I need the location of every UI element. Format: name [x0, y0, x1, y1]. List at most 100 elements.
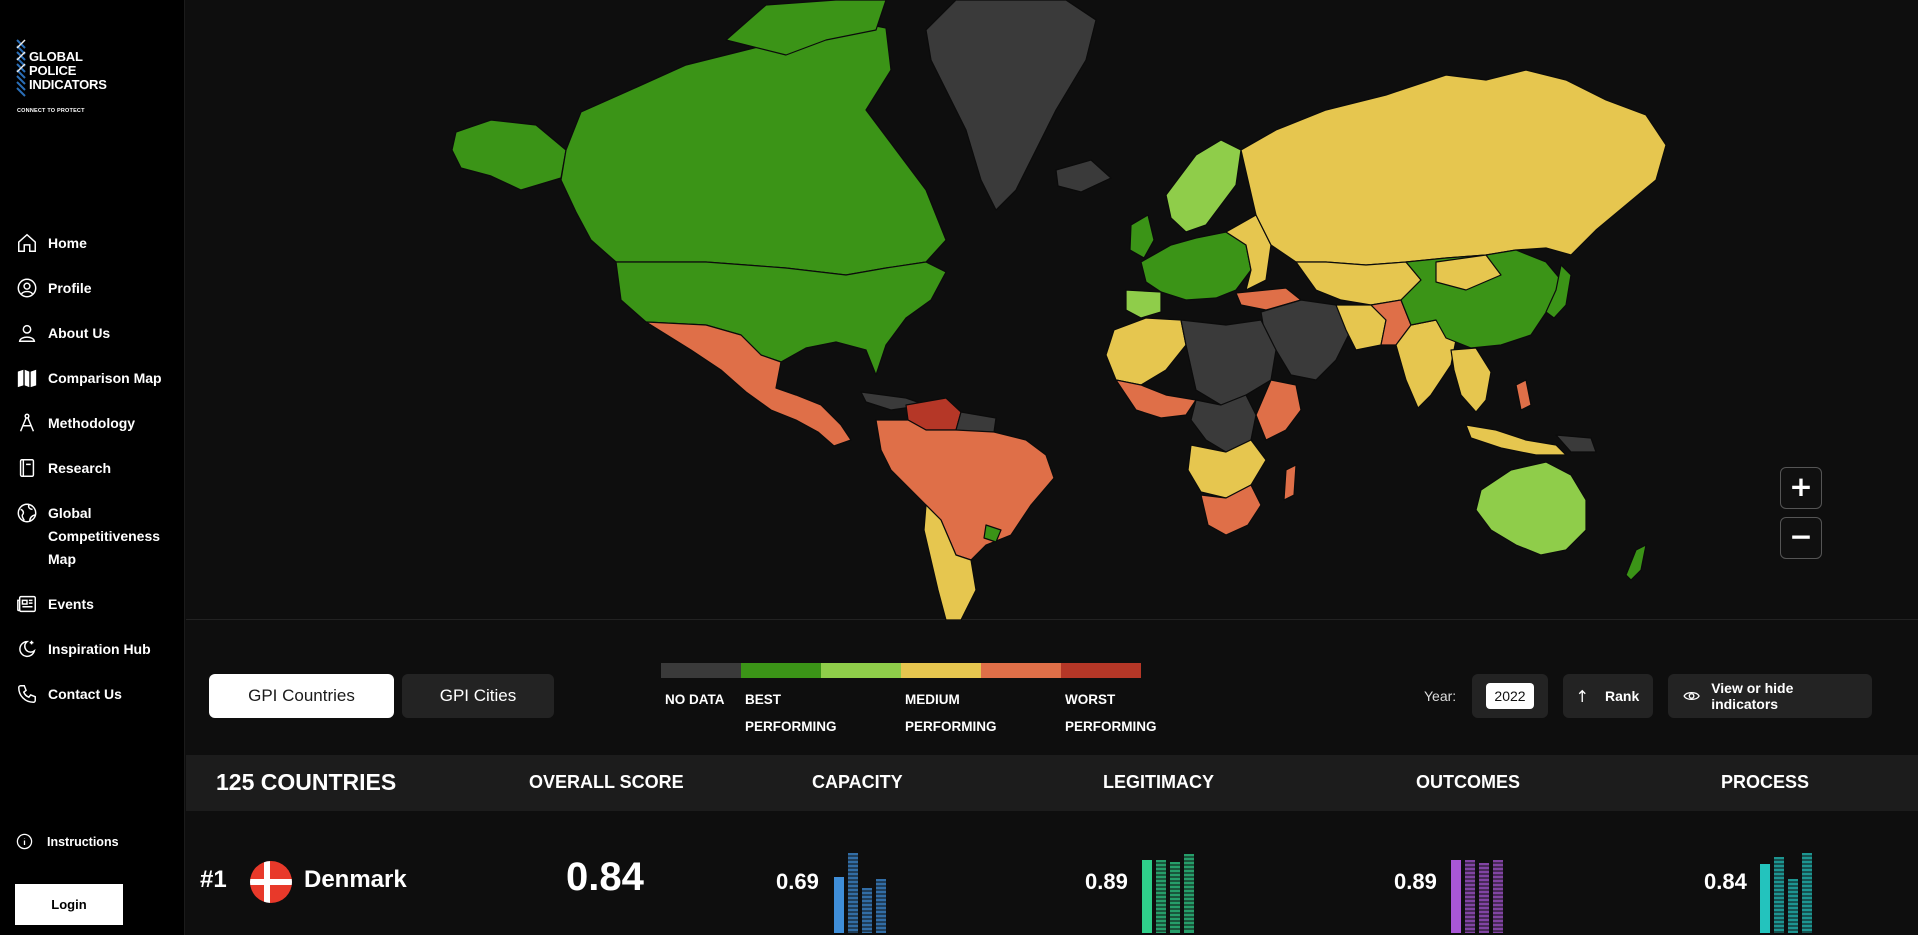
legitimacy-bars — [1142, 854, 1194, 933]
nav-label: Research — [48, 460, 112, 476]
map-region-southeast-asia — [1450, 347, 1492, 413]
table-row[interactable]: #1 Denmark 0.84 0.69 0.89 0.89 0.84 — [186, 811, 1918, 935]
nav-home[interactable]: Home — [16, 232, 181, 255]
nav-inspiration-hub[interactable]: Inspiration Hub — [16, 638, 181, 661]
phone-icon — [16, 683, 38, 705]
sidebar: GLOBAL POLICE INDICATORS CONNECT TO PROT… — [0, 0, 185, 935]
zoom-out-button[interactable]: − — [1780, 517, 1822, 559]
legend-swatch-worst — [1061, 663, 1141, 678]
legitimacy-bar — [1156, 860, 1166, 933]
year-select[interactable]: 2022 — [1472, 674, 1548, 718]
view-hide-indicators-label: View or hide indicators — [1711, 680, 1794, 712]
legend-swatch-medium — [901, 663, 981, 678]
outcomes-score: 0.89 — [1394, 869, 1437, 894]
map-region-africa-south — [1200, 484, 1262, 536]
nav-profile[interactable]: Profile — [16, 277, 181, 300]
map-region-new-zealand — [1625, 544, 1647, 581]
globe-icon — [16, 502, 38, 524]
map-region-indonesia — [1465, 424, 1567, 456]
map-region-south-america-north — [875, 419, 1055, 561]
process-bar — [1802, 853, 1812, 933]
legend-swatch-poor — [981, 663, 1061, 678]
map-region-europe-west — [1140, 231, 1252, 301]
nav-contact-us[interactable]: Contact Us — [16, 683, 181, 706]
capacity-bar — [848, 853, 858, 933]
rank-button-label: Rank — [1605, 688, 1640, 704]
process-bar — [1774, 857, 1784, 933]
process-bar — [1760, 864, 1770, 933]
sidebar-nav: Home Profile About Us Comparison Map Met… — [16, 232, 181, 728]
overall-score: 0.84 — [566, 855, 644, 899]
nav-events[interactable]: Events — [16, 593, 181, 616]
header-outcomes[interactable]: OUTCOMES — [1416, 772, 1521, 792]
map-region-png — [1555, 434, 1597, 453]
eye-icon — [1683, 691, 1700, 701]
controls-bar: GPI Countries GPI Cities NO DATA BEST PER… — [186, 621, 1918, 754]
map-region-iceland — [1055, 159, 1112, 193]
header-legitimacy[interactable]: LEGITIMACY — [1103, 772, 1214, 792]
book-icon — [16, 457, 38, 479]
capacity-bar — [834, 877, 844, 933]
nav-label: Inspiration Hub — [48, 641, 151, 657]
nav-research[interactable]: Research — [16, 457, 181, 480]
instructions-link[interactable]: Instructions — [16, 833, 119, 850]
tab-gpi-cities[interactable]: GPI Cities — [402, 674, 554, 718]
logo-text: GLOBAL POLICE INDICATORS — [29, 49, 107, 92]
legitimacy-bar — [1142, 860, 1152, 933]
map-region-alaska — [451, 119, 567, 191]
nav-label: Home — [48, 235, 87, 251]
process-score: 0.84 — [1704, 869, 1747, 894]
login-button[interactable]: Login — [15, 884, 123, 925]
rank: #1 — [200, 866, 227, 893]
legend: NO DATA BEST PERFORMING MEDIUM PERFORMING … — [661, 663, 1157, 734]
header-process[interactable]: PROCESS — [1721, 772, 1810, 792]
capacity-bars — [834, 853, 886, 933]
tab-gpi-countries[interactable]: GPI Countries — [209, 674, 394, 718]
map-region-russia — [1240, 69, 1667, 266]
outcomes-bar — [1465, 860, 1475, 933]
legend-label-nodata: NO DATA — [665, 692, 725, 707]
map-region-canada — [560, 19, 947, 276]
rank-button[interactable]: Rank — [1563, 674, 1654, 718]
year-label: Year: — [1424, 688, 1457, 704]
country-name[interactable]: Denmark — [304, 866, 407, 893]
logo-tagline: CONNECT TO PROTECT — [17, 108, 85, 114]
legend-label-best: BEST PERFORMING — [745, 692, 837, 734]
nav-methodology[interactable]: Methodology — [16, 412, 181, 435]
nav-comparison-map[interactable]: Comparison Map — [16, 367, 181, 390]
map-region-philippines — [1515, 379, 1532, 411]
map-region-madagascar — [1283, 464, 1297, 501]
nav-label: Events — [48, 596, 94, 612]
country-count: 125 COUNTRIES — [216, 769, 397, 795]
nav-label: Methodology — [48, 415, 136, 431]
map-region-scandinavia — [1165, 139, 1242, 233]
sort-arrow-icon — [1578, 689, 1586, 702]
map-region-africa-sahel — [1180, 319, 1277, 406]
legend-color-scale — [661, 663, 1141, 678]
header-overall-score[interactable]: OVERALL SCORE — [529, 772, 684, 792]
map-region-uk — [1129, 214, 1155, 259]
year-value[interactable]: 2022 — [1486, 683, 1534, 709]
info-icon — [16, 833, 33, 850]
legend-swatch-best — [741, 663, 821, 678]
outcomes-bars — [1451, 860, 1503, 933]
legitimacy-score: 0.89 — [1085, 869, 1128, 894]
nav-about-us[interactable]: About Us — [16, 322, 181, 345]
map-region-africa-west-coast — [1115, 379, 1197, 419]
nav-label: Contact Us — [48, 686, 122, 702]
table-header: 125 COUNTRIES OVERALL SCORE CAPACITY LEG… — [186, 755, 1918, 811]
map-region-usa — [615, 261, 947, 376]
map-region-africa-east — [1255, 379, 1302, 441]
denmark-flag-icon — [250, 861, 292, 903]
map-region-iberia — [1125, 289, 1162, 319]
map-canvas[interactable] — [186, 0, 1918, 621]
capacity-score: 0.69 — [776, 869, 819, 894]
header-capacity[interactable]: CAPACITY — [812, 772, 903, 792]
legend-swatch-good — [821, 663, 901, 678]
map-region-mexico — [645, 321, 852, 447]
nav-global-competitiveness-map[interactable]: Global Competitiveness Map — [16, 502, 181, 571]
view-hide-indicators-button[interactable]: View or hide indicators — [1668, 674, 1872, 718]
world-map[interactable]: + − — [186, 0, 1918, 621]
zoom-in-button[interactable]: + — [1780, 467, 1822, 509]
logo[interactable]: GLOBAL POLICE INDICATORS CONNECT TO PROT… — [15, 38, 135, 118]
